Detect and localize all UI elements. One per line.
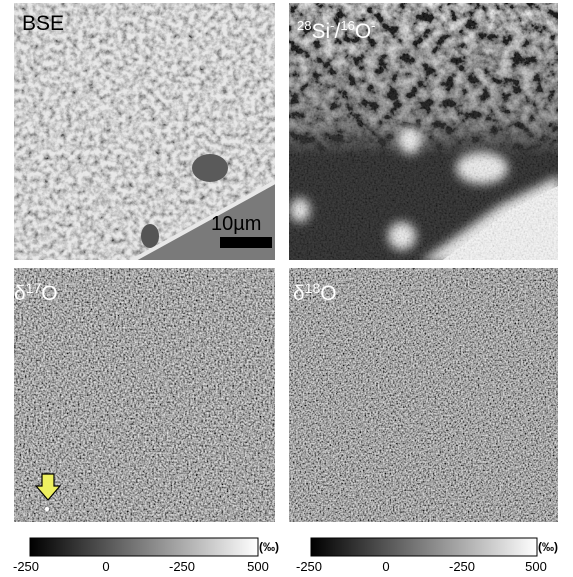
- colorbar-tick: -250: [169, 559, 195, 574]
- colorbar-tick: 500: [525, 559, 547, 574]
- colorbar-tick: 0: [382, 559, 389, 574]
- colorbar-unit: (‰): [259, 540, 279, 554]
- colorbar-tick: 0: [102, 559, 109, 574]
- d18o-panel: [289, 268, 558, 522]
- colorbar-tick: -250: [13, 559, 39, 574]
- colorbar: (‰) -250 0 -250 500: [13, 538, 279, 574]
- colorbar-unit: (‰): [538, 540, 558, 554]
- colorbar-tick: -250: [449, 559, 475, 574]
- panel-label: BSE: [22, 12, 64, 35]
- hotspot: [45, 507, 49, 511]
- colorbar-tick: -250: [296, 559, 322, 574]
- figure: BSE 10µm 28Si-/16O- δ17O δ18O (‰) -250 0…: [0, 0, 573, 577]
- scale-bar-label: 10µm: [211, 213, 261, 235]
- colorbar-tick: 500: [247, 559, 269, 574]
- colorbar: (‰) -250 0 -250 500: [296, 538, 558, 574]
